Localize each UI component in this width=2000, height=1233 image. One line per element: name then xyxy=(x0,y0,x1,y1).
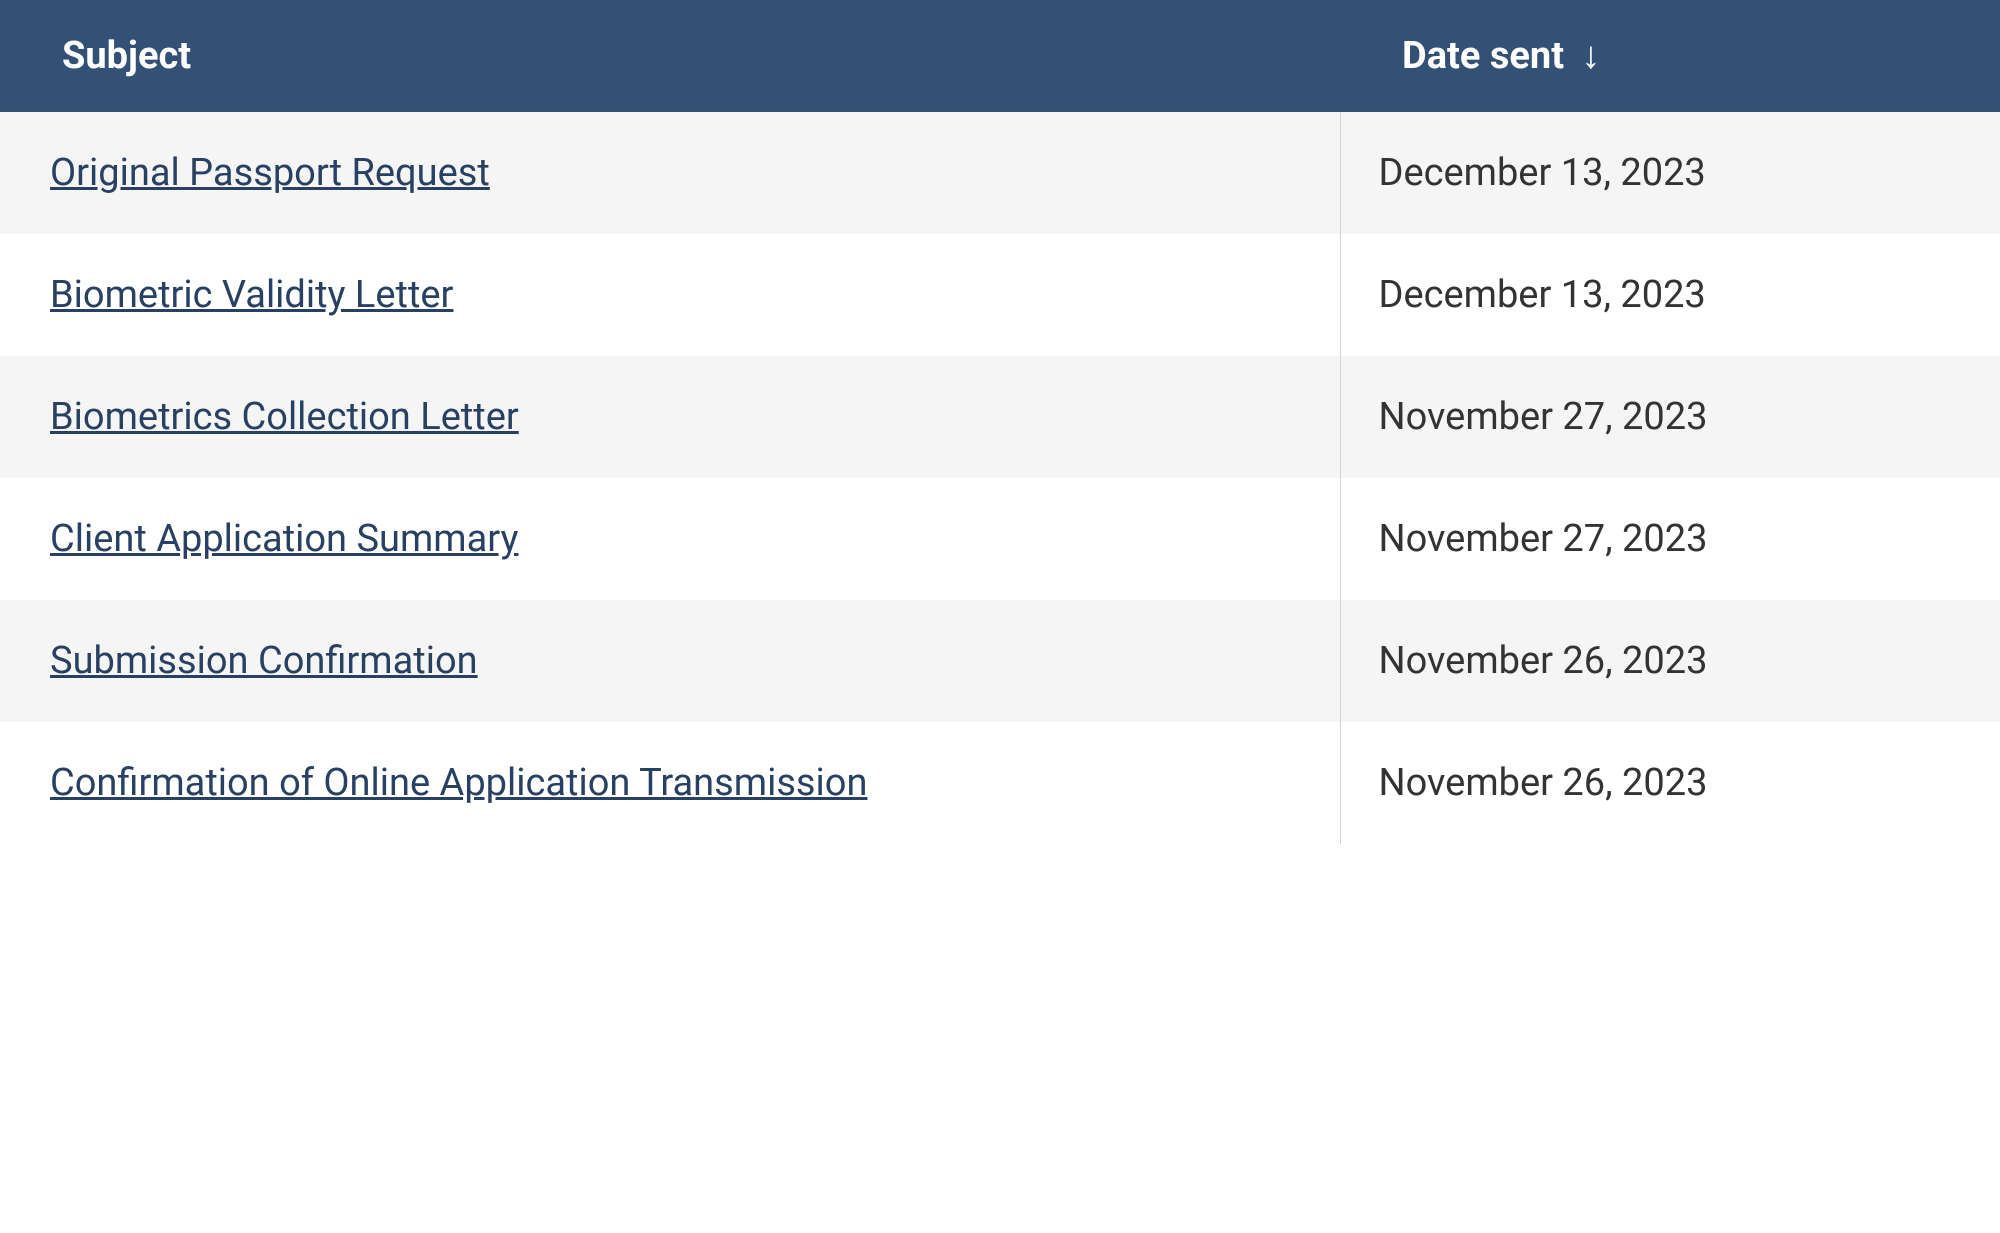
message-subject-link[interactable]: Client Application Summary xyxy=(50,517,519,561)
date-sent-cell: November 27, 2023 xyxy=(1340,478,2000,600)
subject-cell: Biometric Validity Letter xyxy=(0,234,1340,356)
subject-cell: Submission Confirmation xyxy=(0,600,1340,722)
date-sent-cell: November 26, 2023 xyxy=(1340,600,2000,722)
message-subject-link[interactable]: Original Passport Request xyxy=(50,151,490,195)
column-header-date-sent-label: Date sent xyxy=(1402,34,1564,78)
table-row: Biometrics Collection Letter November 27… xyxy=(0,356,2000,478)
message-subject-link[interactable]: Confirmation of Online Application Trans… xyxy=(50,761,867,805)
table-body: Original Passport Request December 13, 2… xyxy=(0,112,2000,844)
messages-table-container: Subject Date sent ↓ Original Passport Re… xyxy=(0,0,2000,844)
subject-cell: Biometrics Collection Letter xyxy=(0,356,1340,478)
table-row: Client Application Summary November 27, … xyxy=(0,478,2000,600)
subject-cell: Client Application Summary xyxy=(0,478,1340,600)
column-header-subject[interactable]: Subject xyxy=(0,0,1340,112)
date-sent-cell: December 13, 2023 xyxy=(1340,234,2000,356)
table-row: Original Passport Request December 13, 2… xyxy=(0,112,2000,234)
table-row: Biometric Validity Letter December 13, 2… xyxy=(0,234,2000,356)
table-row: Confirmation of Online Application Trans… xyxy=(0,722,2000,844)
message-subject-link[interactable]: Biometric Validity Letter xyxy=(50,273,453,317)
date-sent-cell: November 26, 2023 xyxy=(1340,722,2000,844)
subject-cell: Confirmation of Online Application Trans… xyxy=(0,722,1340,844)
table-header-row: Subject Date sent ↓ xyxy=(0,0,2000,112)
column-header-subject-label: Subject xyxy=(62,34,191,78)
subject-cell: Original Passport Request xyxy=(0,112,1340,234)
message-subject-link[interactable]: Biometrics Collection Letter xyxy=(50,395,519,439)
table-row: Submission Confirmation November 26, 202… xyxy=(0,600,2000,722)
table-header: Subject Date sent ↓ xyxy=(0,0,2000,112)
date-sent-cell: November 27, 2023 xyxy=(1340,356,2000,478)
messages-table: Subject Date sent ↓ Original Passport Re… xyxy=(0,0,2000,844)
sort-descending-icon: ↓ xyxy=(1582,34,1601,78)
message-subject-link[interactable]: Submission Confirmation xyxy=(50,639,478,683)
column-header-date-sent[interactable]: Date sent ↓ xyxy=(1340,0,2000,112)
date-sent-cell: December 13, 2023 xyxy=(1340,112,2000,234)
